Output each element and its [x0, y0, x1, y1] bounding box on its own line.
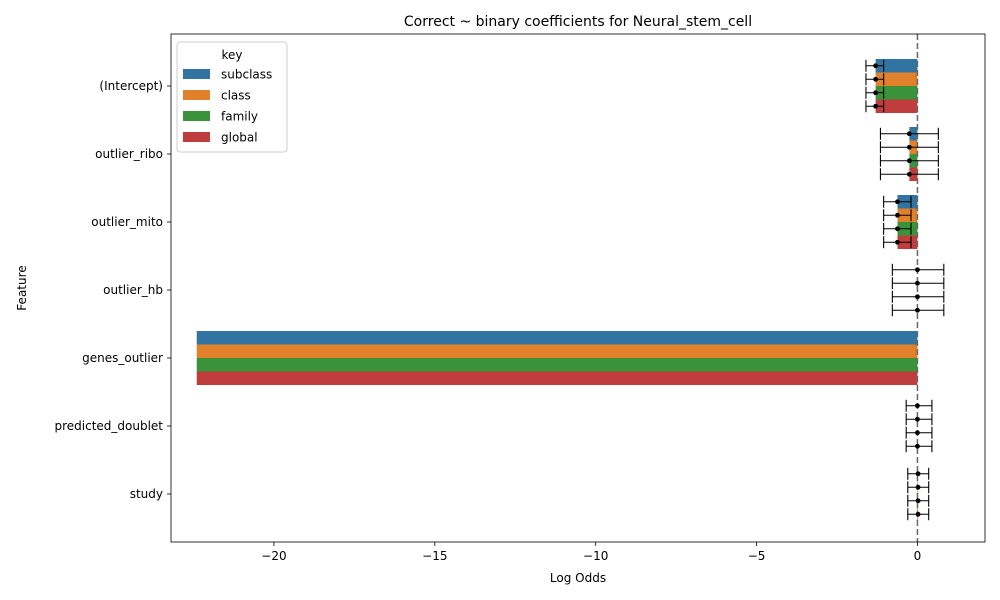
point-estimate-subclass-3: [915, 267, 920, 273]
y-tick-label: genes_outlier: [82, 351, 163, 365]
point-estimate-subclass-0: [873, 63, 879, 69]
legend-swatch-global: [183, 132, 210, 142]
point-estimate-family-1: [906, 158, 912, 164]
x-tick-label: −5: [748, 549, 766, 563]
point-estimate-class-6: [915, 484, 921, 490]
bar-subclass-4: [196, 331, 918, 345]
x-tick-label: −10: [583, 549, 608, 563]
legend-title: key: [221, 48, 242, 62]
point-estimate-family-6: [915, 498, 921, 504]
y-tick-label: outlier_mito: [91, 215, 163, 229]
legend-label-class: class: [221, 89, 251, 103]
legend-label-family: family: [221, 110, 258, 124]
point-estimate-global-5: [915, 443, 920, 449]
point-estimate-global-2: [895, 239, 900, 245]
bar-global-0: [875, 99, 918, 113]
point-estimate-class-0: [873, 76, 879, 82]
point-estimate-family-0: [873, 90, 879, 96]
plot-frame: [170, 33, 986, 543]
legend-swatch-family: [183, 111, 210, 121]
point-estimate-subclass-1: [906, 131, 912, 137]
point-estimate-subclass-2: [895, 199, 900, 205]
point-estimate-global-6: [915, 511, 921, 517]
legend-swatch-class: [183, 90, 210, 100]
point-estimate-class-5: [915, 416, 920, 422]
point-estimate-family-3: [915, 294, 920, 300]
point-estimate-family-5: [915, 430, 920, 436]
y-tick-label: outlier_ribo: [95, 147, 163, 161]
point-estimate-subclass-5: [915, 403, 920, 409]
point-estimate-global-3: [915, 307, 920, 313]
bar-class-4: [196, 344, 918, 358]
legend-label-subclass: subclass: [221, 68, 272, 82]
point-estimate-global-1: [906, 171, 912, 177]
bar-subclass-0: [875, 59, 918, 73]
chart-title: Correct ~ binary coefficients for Neural…: [404, 14, 752, 30]
point-estimate-family-2: [895, 226, 900, 232]
point-estimate-subclass-6: [915, 471, 921, 477]
legend-swatch-subclass: [183, 69, 210, 79]
point-estimate-class-2: [895, 212, 900, 218]
plot-area: [196, 34, 945, 542]
y-tick-label: study: [130, 487, 163, 501]
x-tick-label: 0: [914, 549, 922, 563]
point-estimate-global-0: [873, 103, 879, 109]
bar-family-4: [196, 358, 918, 372]
x-axis-label: Log Odds: [550, 571, 606, 585]
legend: key subclass class family global: [176, 41, 288, 153]
y-tick-label: (Intercept): [99, 79, 163, 93]
y-tick-label: predicted_doublet: [54, 419, 163, 433]
x-tick-label: −15: [422, 549, 447, 563]
axis-ticks: −20 −15 −10 −5 0 (Intercept) outlier_ribooutli…: [54, 79, 921, 563]
point-estimate-class-3: [915, 280, 920, 286]
bar-family-0: [875, 86, 918, 100]
x-tick-label: −20: [261, 549, 286, 563]
point-estimate-class-1: [906, 144, 912, 150]
y-tick-label: outlier_hb: [103, 283, 163, 297]
y-axis-label: Feature: [15, 265, 29, 310]
legend-label-global: global: [221, 131, 258, 145]
bar-global-4: [196, 371, 918, 385]
bar-class-0: [875, 72, 918, 86]
